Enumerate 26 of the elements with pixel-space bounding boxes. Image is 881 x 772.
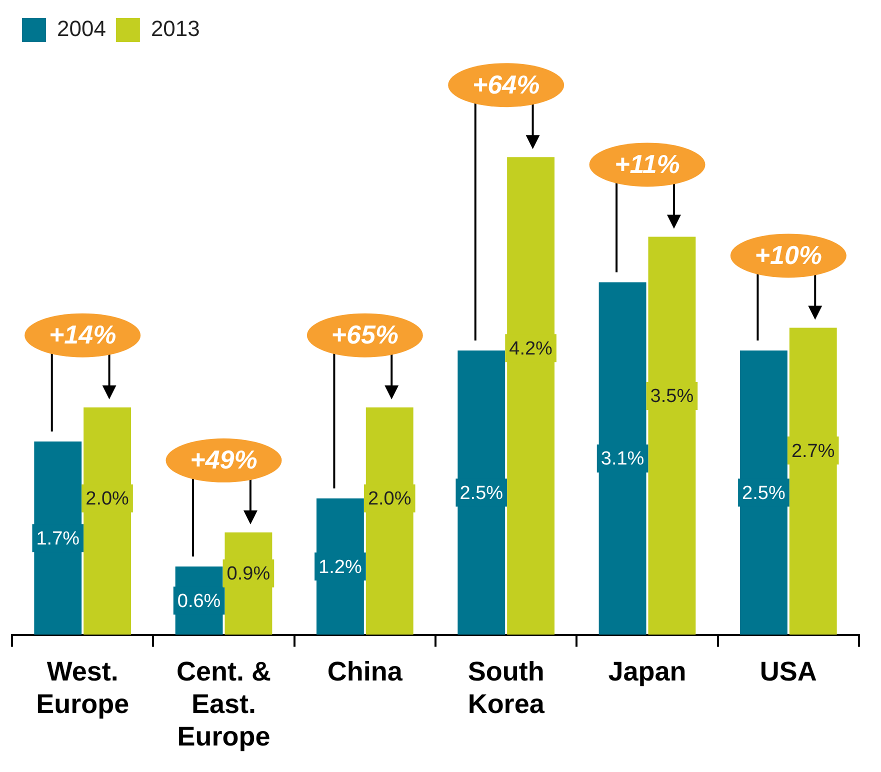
- data-label: 3.1%: [600, 448, 644, 470]
- data-label: 3.5%: [650, 386, 694, 408]
- data-label: 2.0%: [368, 488, 412, 510]
- data-label: 4.2%: [509, 338, 553, 360]
- data-label: 2.0%: [86, 488, 130, 510]
- data-label: 2.5%: [742, 482, 786, 504]
- legend-label: 2004: [57, 16, 106, 42]
- data-label: 1.7%: [36, 528, 80, 550]
- annotation: +14%: [48, 319, 116, 350]
- data-label: 1.2%: [318, 556, 362, 578]
- data-label: 0.9%: [226, 564, 270, 585]
- data-label: 0.6%: [177, 590, 221, 612]
- x-tick-label: Cent. & East. Europe: [176, 656, 271, 752]
- x-tick-label: USA: [760, 656, 817, 686]
- legend-label: 2013: [150, 16, 200, 42]
- x-tick-label: West. Europe: [36, 656, 130, 719]
- data-label: 2.7%: [791, 440, 835, 462]
- annotation: +49%: [190, 444, 258, 475]
- annotation: +65%: [331, 319, 399, 350]
- x-tick-label: Japan: [608, 656, 686, 686]
- data-label: 2.5%: [460, 482, 504, 504]
- annotation: +11%: [614, 148, 680, 179]
- x-tick-label: China: [327, 656, 404, 686]
- text: +64%: [472, 69, 540, 100]
- x-tick-label: South Korea: [468, 656, 546, 719]
- annotation: +10%: [754, 240, 822, 270]
